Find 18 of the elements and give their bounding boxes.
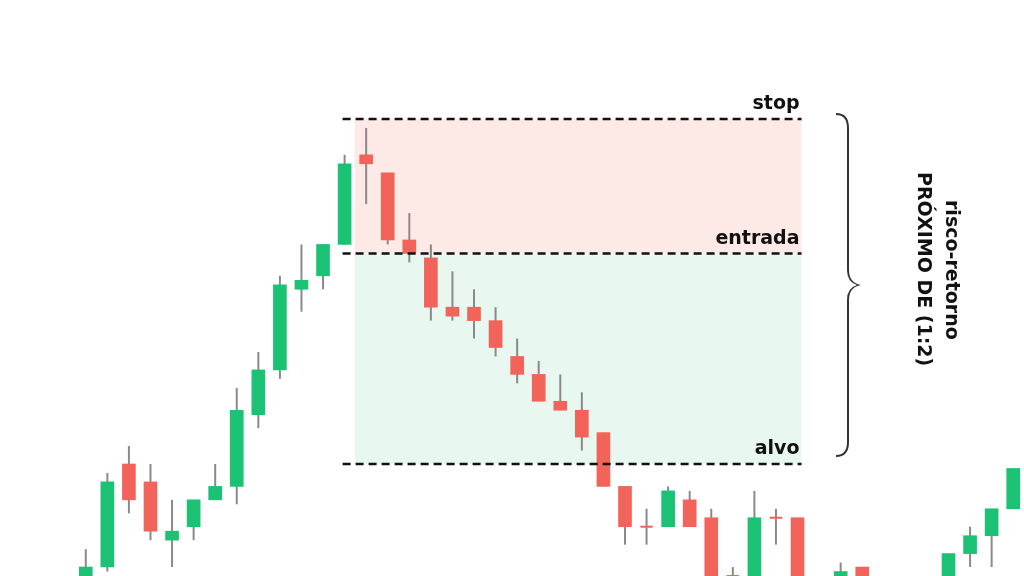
candlestick: [294, 243, 309, 313]
candlestick: [359, 126, 373, 206]
candlestick: [963, 525, 977, 569]
candlestick: [941, 552, 956, 576]
candlestick: [553, 373, 568, 412]
ref-line-label: alvo: [754, 436, 800, 459]
candlestick: [467, 288, 481, 340]
candlestick: [165, 498, 179, 569]
ref-line-label: entrada: [715, 225, 800, 248]
annotation: risco-retorno: [942, 200, 964, 340]
candlestick: [510, 337, 524, 385]
candlestick: [768, 507, 783, 546]
candlestick: [208, 462, 223, 501]
candlestick: [402, 212, 417, 264]
candlestick: [639, 507, 654, 546]
candlestick: [78, 548, 93, 576]
annotation: PRÓXIMO DE (1:2): [914, 172, 936, 367]
ref-line-label: stop: [752, 91, 800, 114]
